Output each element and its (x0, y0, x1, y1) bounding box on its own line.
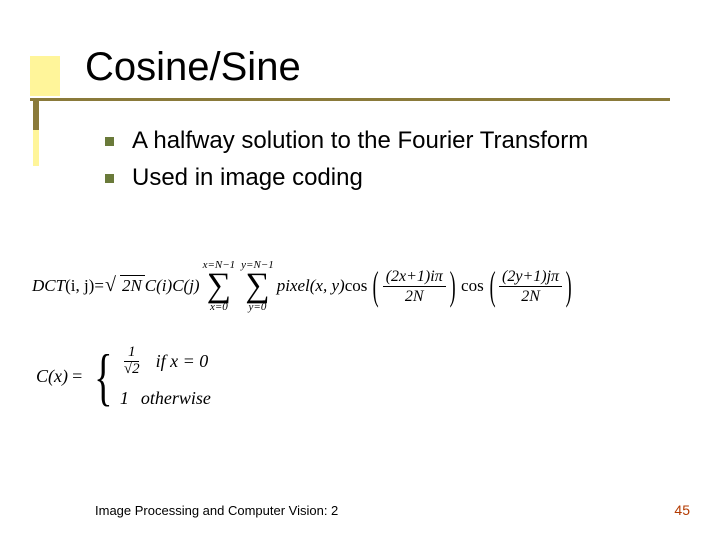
footer-text: Image Processing and Computer Vision: 2 (95, 503, 338, 518)
bullet-icon (105, 174, 114, 183)
title-underline (30, 98, 670, 101)
c-x-formula: C(x) = { 1 √2 if x = 0 1 otherwise (36, 345, 211, 409)
list-item: A halfway solution to the Fourier Transf… (105, 125, 665, 156)
dct-lhs: DCT (32, 276, 65, 296)
list-item: Used in image coding (105, 162, 665, 193)
sigma-icon: x=N−1 ∑ x=0 (203, 260, 236, 313)
bullet-text: A halfway solution to the Fourier Transf… (132, 125, 588, 156)
slide-title: Cosine/Sine (85, 45, 301, 90)
case-row: 1 otherwise (120, 388, 211, 409)
sum-lower: y=0 (249, 302, 267, 313)
case-row: 1 √2 if x = 0 (120, 345, 211, 378)
accent-bar-yellow (33, 130, 39, 166)
sqrt-inner: 2N (120, 275, 145, 295)
c-eq: = (71, 366, 83, 387)
cos-fn: cos (345, 276, 368, 296)
bullet-text: Used in image coding (132, 162, 363, 193)
frac-den: 2N (402, 287, 427, 306)
page-number: 45 (674, 502, 690, 518)
sigma-icon: y=N−1 ∑ y=0 (241, 260, 274, 313)
case-val: 1 (120, 388, 129, 409)
bullet-icon (105, 137, 114, 146)
dct-eq: = (94, 276, 104, 296)
fraction: ( (2y+1)jπ 2N ) (486, 267, 576, 306)
brace-icon: { (94, 358, 112, 396)
sum-lower: x=0 (210, 302, 228, 313)
case-cond: if x = 0 (156, 351, 209, 372)
c-i: C(i) (145, 276, 172, 296)
pixel-term: pixel(x, y) (277, 276, 345, 296)
frac-den: √2 (120, 362, 144, 378)
fraction: 1 √2 (120, 345, 144, 378)
frac-num: 1 (124, 345, 140, 362)
fraction: ( (2x+1)iπ 2N ) (369, 267, 459, 306)
frac-den: 2N (518, 287, 543, 306)
dct-formula: DCT (i, j) = 2N C(i) C(j) x=N−1 ∑ x=0 y=… (32, 260, 577, 313)
bullet-list: A halfway solution to the Fourier Transf… (105, 125, 665, 199)
frac-num: (2x+1)iπ (383, 267, 446, 287)
case-cond: otherwise (141, 388, 211, 409)
accent-bar-olive (33, 100, 39, 130)
c-lhs: C(x) (36, 366, 68, 387)
accent-box-top (30, 56, 60, 96)
cos-fn: cos (461, 276, 484, 296)
dct-args: (i, j) (65, 276, 94, 296)
frac-num: (2y+1)jπ (499, 267, 562, 287)
sqrt: 2N (118, 276, 145, 296)
c-j: C(j) (172, 276, 199, 296)
